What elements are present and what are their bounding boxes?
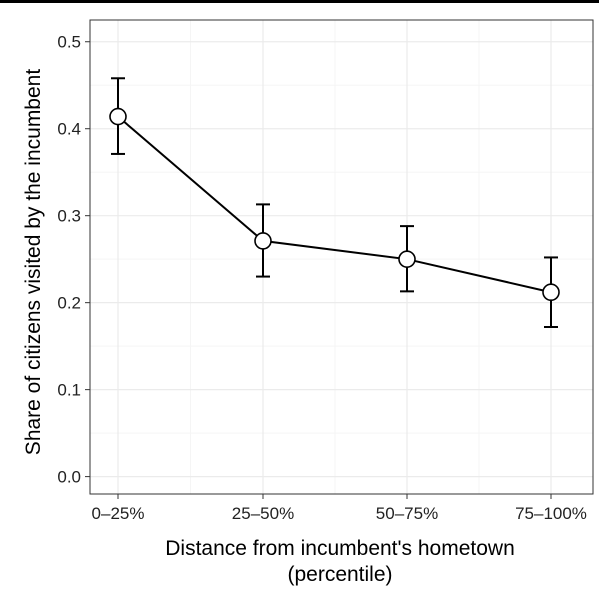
data-point [542,283,560,302]
x-axis-title: Distance from incumbent's hometown [165,537,515,560]
x-tick-label: 25–50% [232,504,294,523]
y-tick-label: 0.4 [57,120,81,139]
y-tick-label: 0.5 [57,33,81,52]
x-axis: 0–25% 25–50% 50–75% 75–100% [92,494,587,523]
y-axis-title: Share of citizens visited by the incumbe… [22,69,45,456]
top-rule [0,0,599,3]
plot-panel-border [89,19,594,495]
x-tick-label: 0–25% [92,504,145,523]
y-tick-label: 0.3 [57,207,81,226]
x-tick-label: 75–100% [515,504,587,523]
data-points [109,107,560,302]
x-axis-title-line2: (percentile) [287,563,392,586]
data-point [254,232,272,250]
data-point [398,250,416,268]
y-tick-label: 0.1 [57,381,81,400]
major-grid [90,20,593,494]
data-point [109,107,127,126]
y-axis: 0.0 0.1 0.2 0.3 0.4 0.5 [57,33,90,487]
y-tick-label: 0.0 [57,468,81,487]
x-tick-label: 50–75% [376,504,438,523]
series-line [117,115,552,294]
series-polyline [117,115,552,294]
minor-grid [90,20,593,494]
y-tick-label: 0.2 [57,294,81,313]
